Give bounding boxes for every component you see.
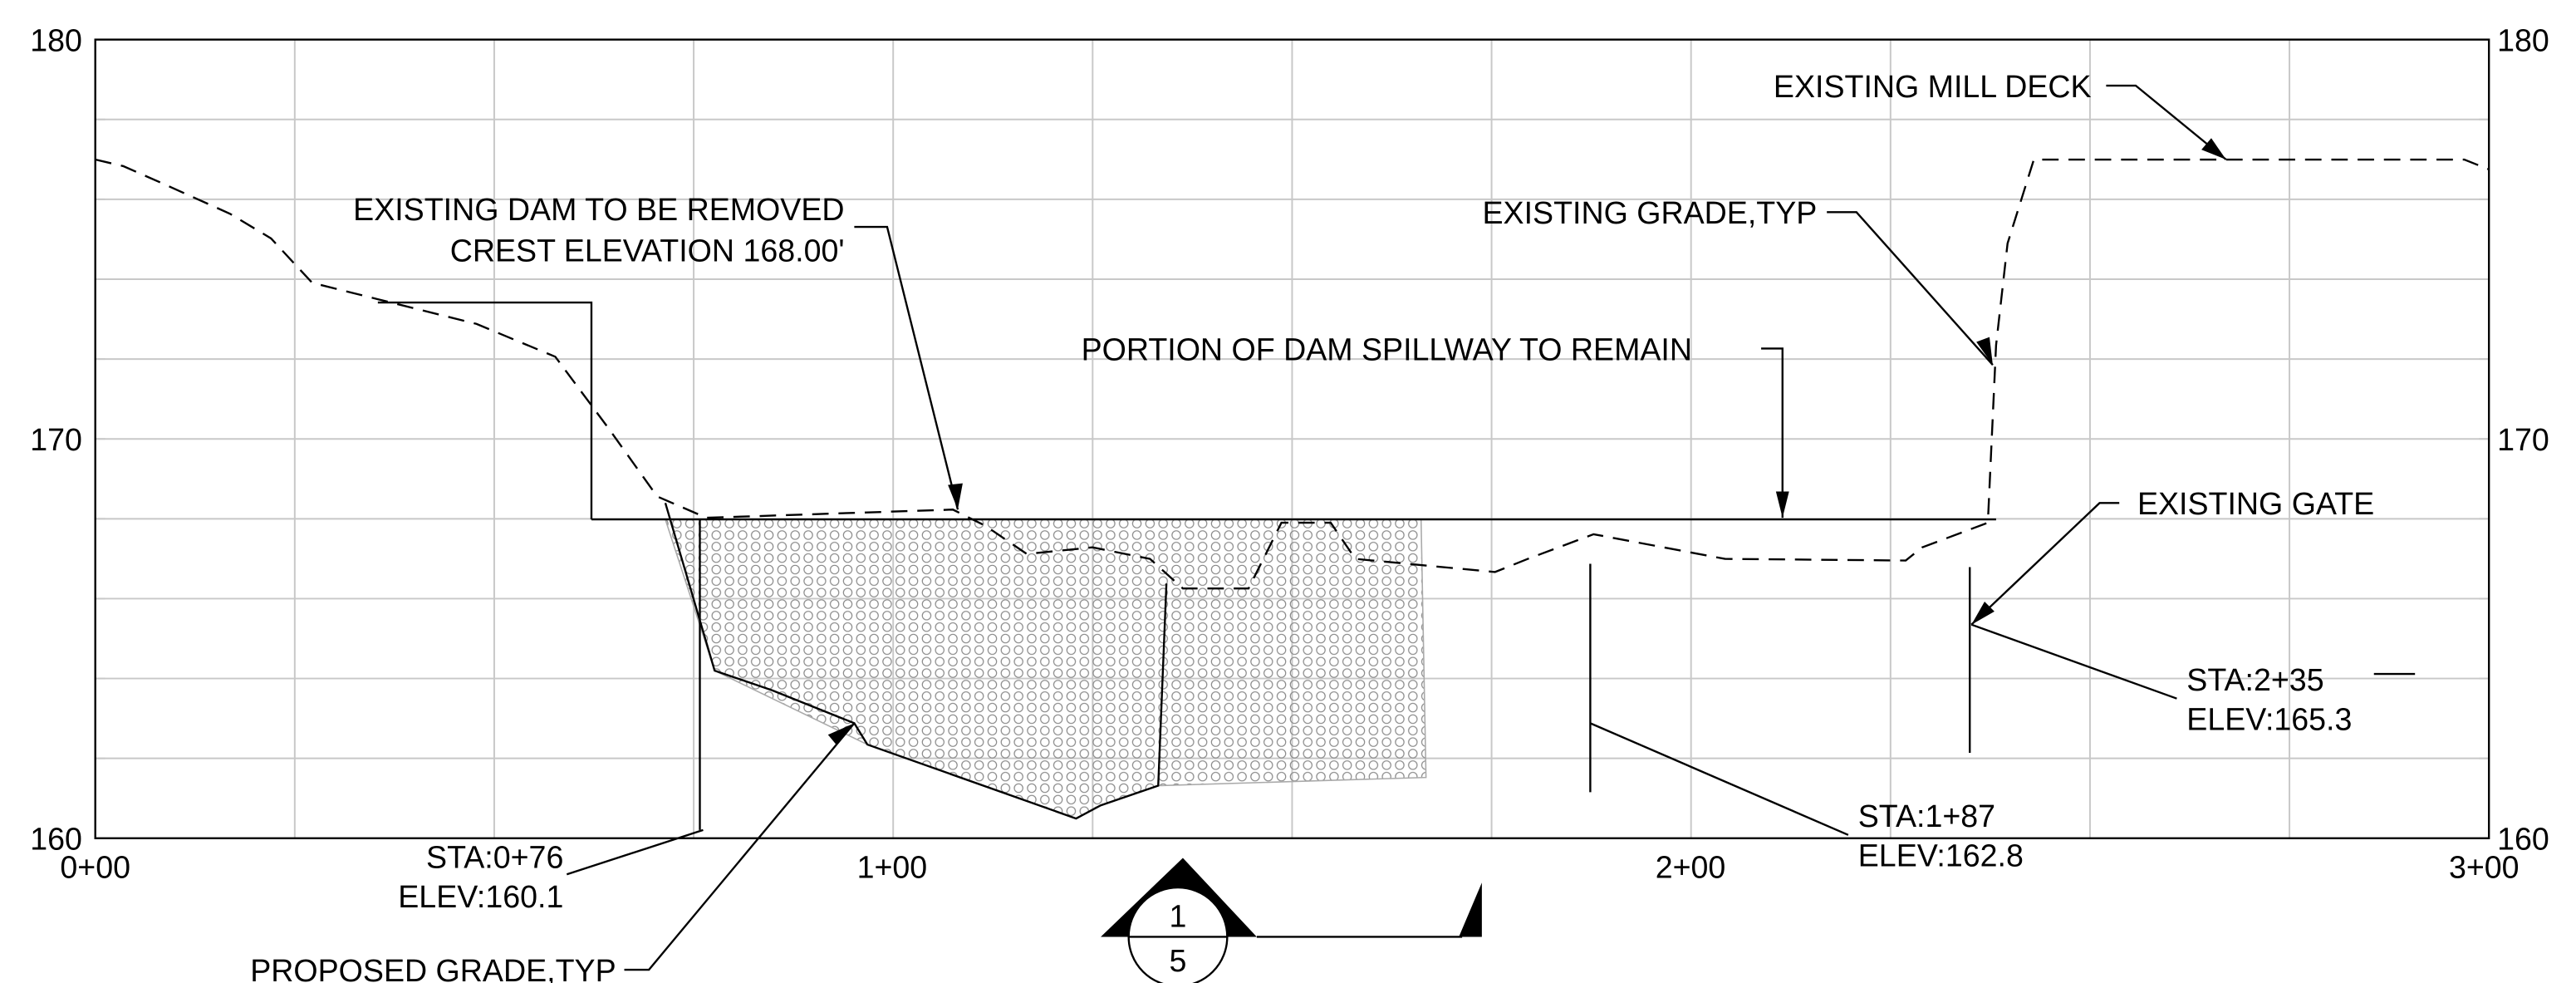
station-label: 0+00 — [60, 849, 130, 884]
elev-label: 160 — [2497, 822, 2549, 857]
proposed-grade — [664, 503, 1168, 820]
frame — [94, 38, 2490, 839]
annotation: PORTION OF DAM SPILLWAY TO REMAIN — [1082, 332, 1692, 366]
annotation: STA:0+76 — [426, 839, 563, 874]
elev-label: 170 — [2497, 422, 2549, 457]
annotation: EXISTING GATE — [2137, 486, 2374, 521]
station-label: 1+00 — [857, 849, 928, 884]
annotation: ELEV:165.3 — [2186, 701, 2352, 736]
annotation: EXISTING GRADE,TYP — [1482, 195, 1817, 230]
annotation: STA:1+87 — [1858, 799, 1995, 833]
leaders — [566, 84, 2416, 971]
arrowheads — [827, 138, 2226, 745]
elev-label: 160 — [30, 822, 82, 857]
station-label: 3+00 — [2449, 849, 2520, 884]
annotation: EXISTING MILL DECK — [1774, 69, 2092, 104]
station-label: 2+00 — [1656, 849, 1726, 884]
annotation: EXISTING DAM TO BE REMOVED — [353, 192, 844, 227]
annotation: PROPOSED GRADE,TYP — [250, 953, 616, 983]
annotation: CREST ELEVATION 168.00' — [450, 233, 845, 268]
elev-label: 170 — [30, 422, 82, 457]
elev-label: 180 — [30, 22, 82, 57]
annotation: ELEV:162.8 — [1858, 838, 2024, 872]
section-number: 1 — [1170, 899, 1187, 934]
existing-grade — [95, 158, 2490, 590]
hatch — [664, 519, 1427, 819]
annotation: ELEV:160.1 — [398, 879, 563, 914]
labels: 180 170 160 180 170 160 0+00 1+00 2+00 3… — [30, 22, 2549, 983]
annotation: STA:2+35 — [2186, 662, 2323, 697]
construction-lines — [377, 301, 1996, 830]
section-marker: 1 5 — [1101, 858, 1482, 983]
sheet-number: 5 — [1170, 943, 1187, 978]
elev-label: 180 — [2497, 22, 2549, 57]
